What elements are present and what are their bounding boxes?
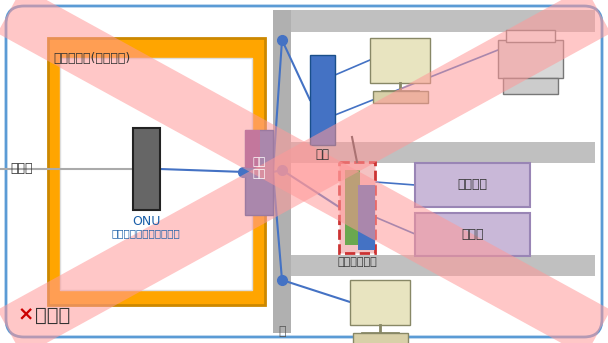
Text: 壁: 壁	[278, 325, 286, 338]
Bar	[60, 58, 252, 290]
Bar	[497, 40, 562, 78]
Text: ONU: ONU	[132, 215, 160, 228]
Bar	[415, 163, 530, 207]
Text: テレビ: テレビ	[461, 228, 484, 241]
Bar	[245, 130, 273, 215]
Bar	[370, 38, 430, 83]
Bar	[358, 185, 375, 250]
Text: 情報分電盤(ハブ内蔵): 情報分電盤(ハブ内蔵)	[53, 52, 130, 65]
Text: 直ハブ: 直ハブ	[35, 306, 71, 324]
Text: ハブ: ハブ	[315, 148, 329, 161]
Bar	[373, 91, 427, 103]
Bar	[291, 142, 595, 163]
Bar	[291, 10, 595, 32]
Bar	[502, 78, 558, 94]
Text: ゲーム機: ゲーム機	[457, 178, 488, 191]
FancyBboxPatch shape	[6, 6, 602, 337]
Bar	[505, 30, 554, 42]
Bar	[245, 130, 260, 168]
Bar	[48, 38, 265, 305]
Bar	[415, 213, 530, 256]
Text: 無線ルーター: 無線ルーター	[337, 257, 377, 267]
Text: （ルーター内蔵でない）: （ルーター内蔵でない）	[112, 228, 181, 238]
Bar	[345, 170, 360, 245]
Bar	[310, 55, 335, 145]
Text: ×: ×	[18, 306, 35, 324]
Text: 光回線: 光回線	[10, 162, 32, 175]
Bar	[291, 255, 595, 276]
Bar	[350, 280, 410, 325]
Bar	[353, 333, 407, 343]
Bar	[339, 162, 375, 253]
Bar	[133, 128, 160, 210]
Text: 内蔵
ハブ: 内蔵 ハブ	[252, 157, 266, 179]
Bar	[273, 10, 291, 333]
